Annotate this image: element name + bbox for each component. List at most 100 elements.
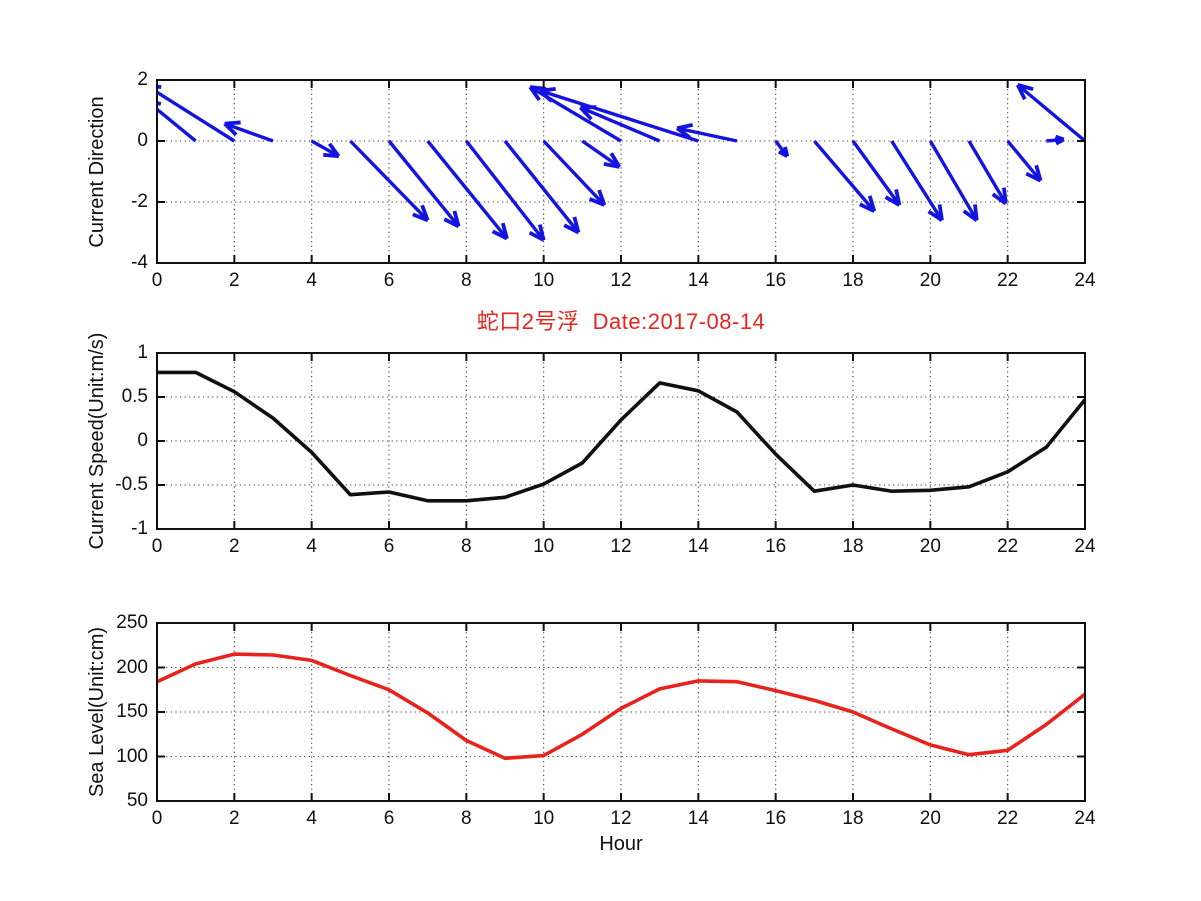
arrow-head-barb [676,123,694,131]
axes-border [156,352,1086,530]
x-tick-label: 10 [533,536,555,557]
x-tick-label: 24 [1074,808,1096,829]
arrow-head-barb [145,100,152,114]
arrow-shaft [503,139,580,234]
arrow-head-barb [323,152,339,159]
y-tick-label: 0 [137,130,148,151]
arrow-head-barb [157,101,162,106]
arrow-head-barb [223,122,238,137]
x-tick-label: 22 [997,270,1019,291]
x-tick-label: 20 [919,270,941,291]
arrow-head-barb [1002,187,1008,204]
arrow-head-barb [528,85,541,102]
y-tick-label: -0.5 [115,474,148,495]
x-tick-label: 20 [919,808,941,829]
x-tick-label: 6 [383,808,395,829]
arrow-head-barb [579,106,593,121]
arrow-head-barb [597,189,607,206]
x-tick-label: 20 [919,536,941,557]
x-tick-label: 24 [1074,536,1096,557]
x-tick-label: 18 [842,808,864,829]
y-tick-label: 150 [116,701,148,722]
arrow-head-barb [452,210,461,227]
arrow-head-barb [603,162,620,169]
y-tick-label: 250 [116,612,148,633]
arrow-head-barb [1034,164,1043,182]
x-tick-label: 24 [1074,270,1096,291]
x-tick-label: 14 [687,808,709,829]
arrow-head-barb [1025,171,1042,183]
current-speed-line [157,370,1087,503]
arrow-head-barb [412,212,429,223]
y-tick-label: 200 [116,656,148,678]
arrow-shaft [581,139,621,169]
arrow-shaft [1006,139,1042,182]
x-tick-label: 0 [151,536,163,557]
y-tick-label: 100 [116,745,148,767]
x-tick-label: 16 [765,270,787,291]
x-tick-label: 6 [383,536,395,557]
arrow-head-barb [157,84,162,90]
arrow-head-barb [491,229,508,241]
x-tick-label: 2 [229,536,240,557]
arrow-head-barb [675,126,692,140]
axes-border [156,79,1086,264]
x-tick-label: 10 [533,270,555,291]
arrow-head-barb [572,216,581,233]
arrow-head-barb [937,204,944,221]
x-tick-label: 4 [306,270,317,291]
x-tick-label: 6 [383,270,395,291]
x-tick-label: 10 [533,808,555,829]
arrow-head-barb [588,197,606,207]
arrow-shaft [813,139,876,213]
arrow-shaft [224,122,274,143]
arrow-head-barb [528,230,545,242]
arrow-head-barb [867,195,877,212]
x-tick-label: 16 [765,536,787,557]
x-tick-label: 8 [461,536,472,557]
arrow-head-barb [539,86,556,93]
y-tick-label: 0.5 [121,386,148,407]
arrow-head-barb [1016,84,1027,101]
arrow-head-barb [500,222,509,240]
x-tick-label: 22 [997,808,1019,829]
quiver-arrows [145,83,1085,242]
x-tick-label: 18 [842,270,864,291]
sea-level-line [156,652,1087,761]
arrow-shaft [157,107,197,143]
arrow-head-barb [894,189,902,206]
y-tick-label: -1 [131,518,148,539]
x-tick-label: 0 [151,808,163,829]
x-tick-label: 2 [229,808,240,829]
x-tick-label: 14 [687,536,709,557]
arrow-shaft [464,139,546,242]
arrow-shaft [310,139,340,158]
axes-border [156,622,1086,802]
arrow-shaft [928,140,979,222]
arrow-shaft [1016,83,1085,143]
arrow-shaft [676,126,738,143]
x-tick-label: 2 [229,270,240,291]
arrow-head-barb [991,192,1007,206]
arrow-shaft [890,140,944,222]
arrow-head-barb [783,146,790,157]
x-tick-label: 12 [610,270,632,291]
x-tick-label: 12 [610,808,632,829]
y-tick-label: -2 [131,191,148,212]
y-tick-label: 2 [137,69,148,90]
x-tick-label: 4 [306,536,317,557]
arrow-shaft [387,139,460,228]
x-tick-label: 8 [461,808,472,829]
arrow-head-barb [538,89,554,103]
arrow-head-barb [962,209,978,222]
x-tick-label: 14 [687,270,709,291]
arrow-head-barb [859,202,876,213]
arrow-shaft [851,140,901,207]
y-tick-label: 1 [137,342,148,363]
arrow-shaft [426,139,509,240]
x-tick-label: 16 [765,808,787,829]
arrow-shaft [539,89,699,143]
arrow-head-barb [443,217,460,229]
